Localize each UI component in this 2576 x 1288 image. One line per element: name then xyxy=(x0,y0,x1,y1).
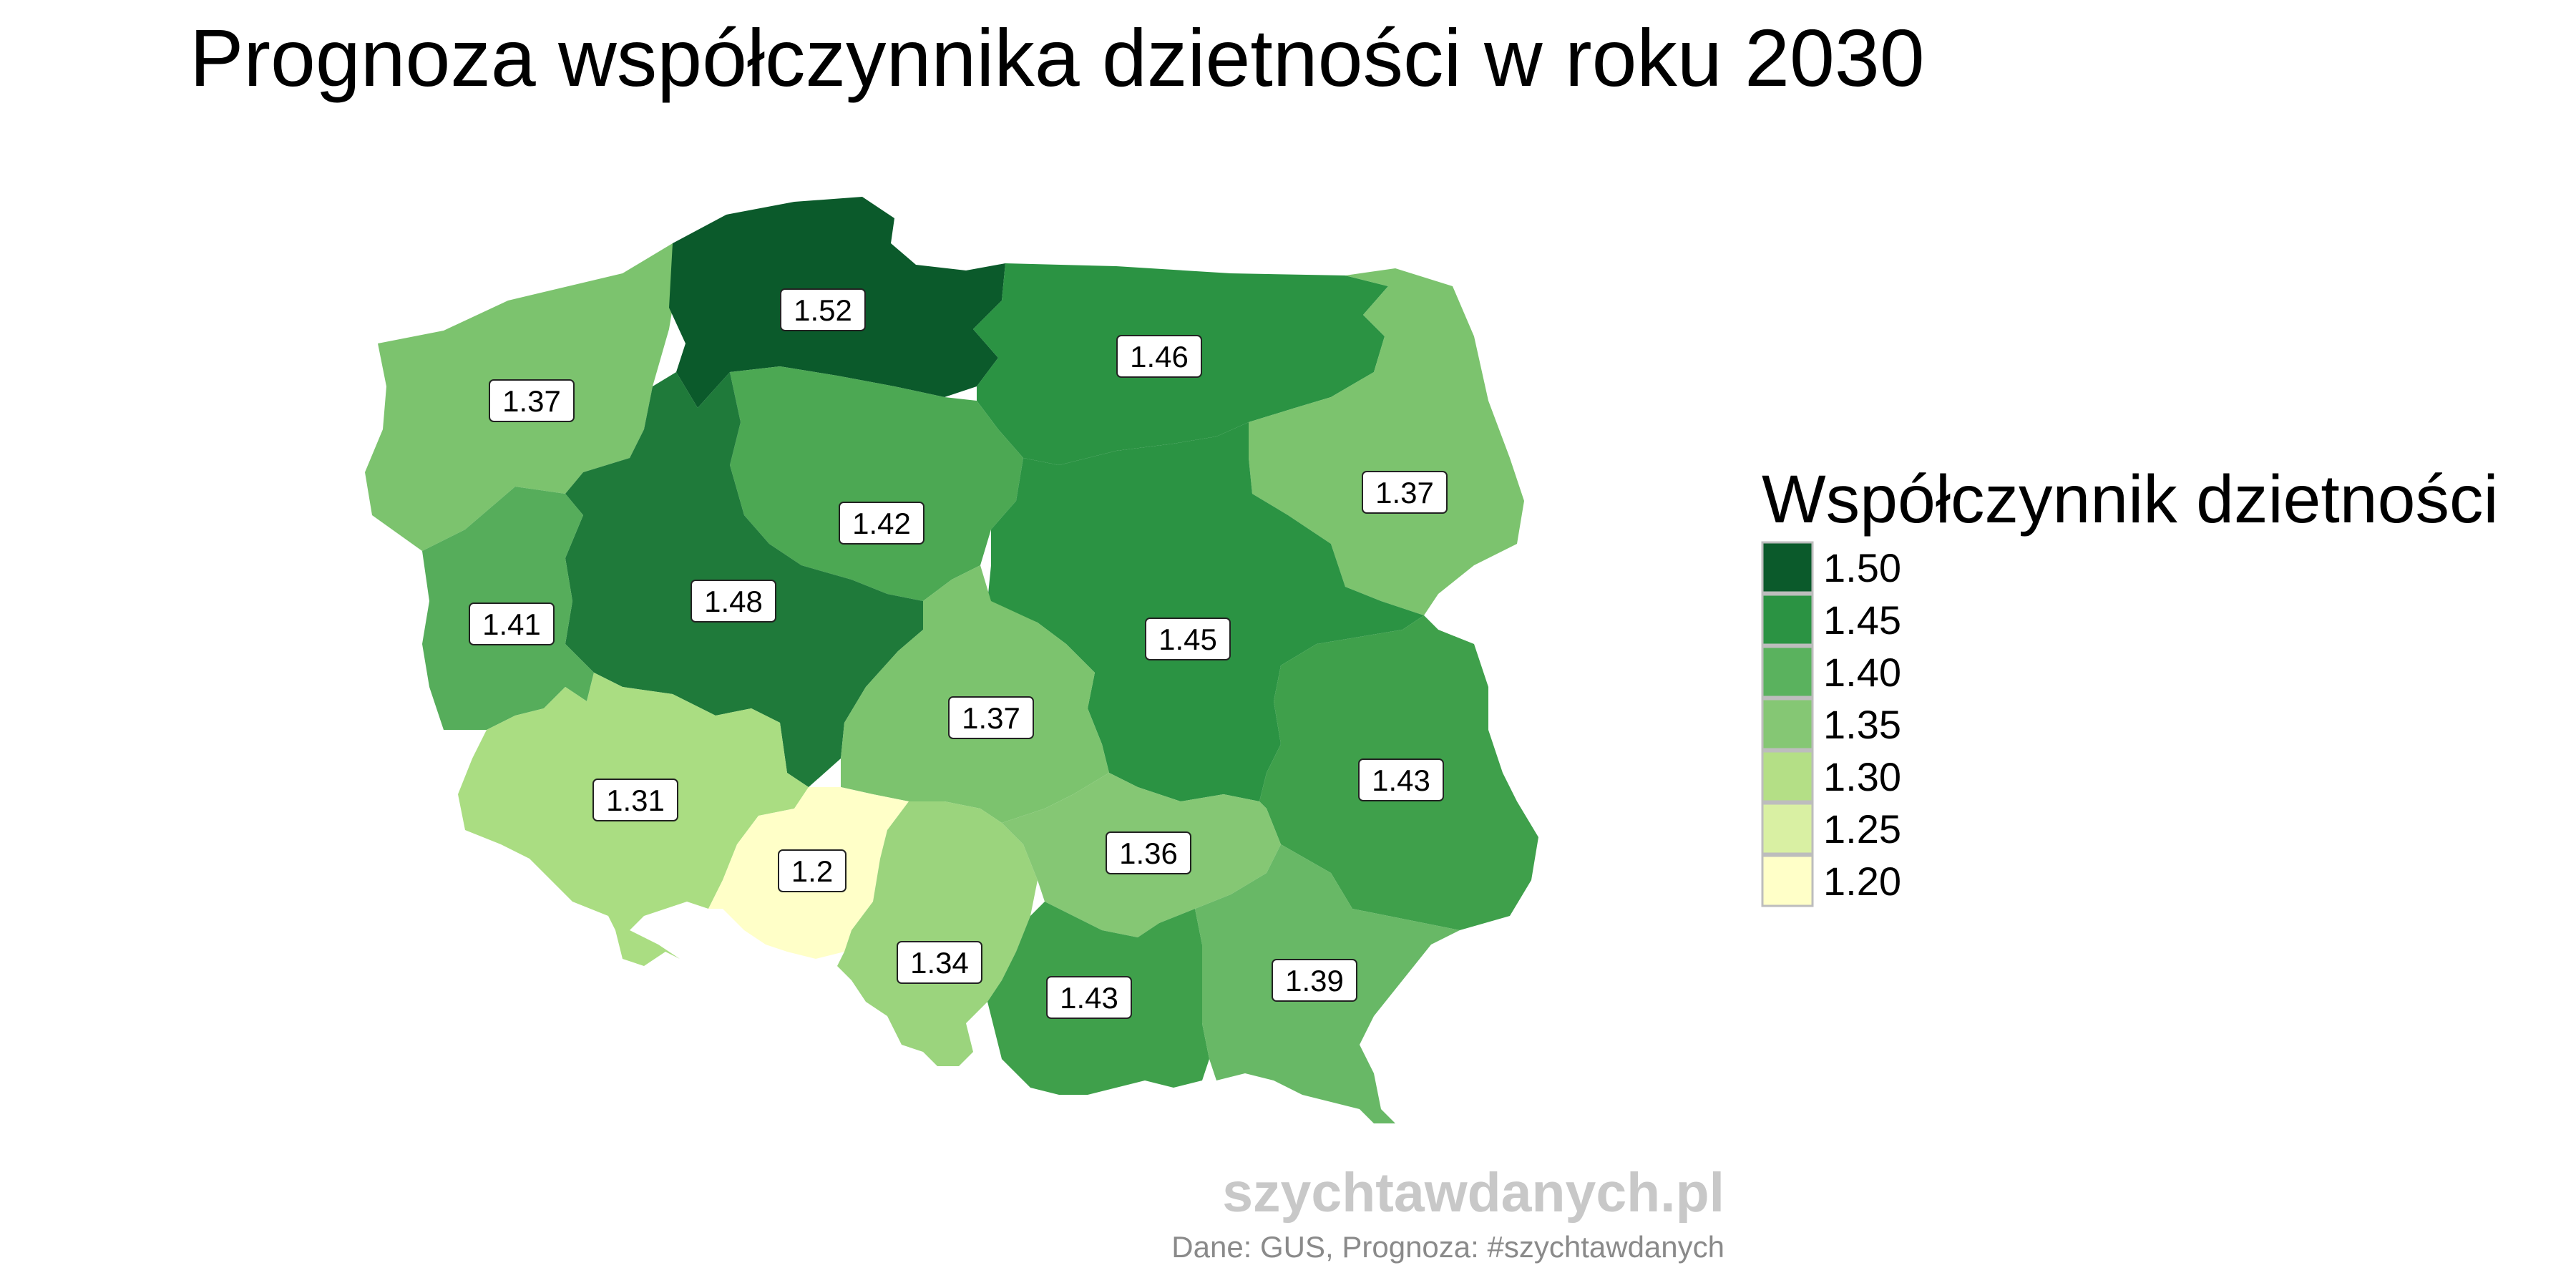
value-label-box xyxy=(1106,831,1191,874)
voivodeship-map xyxy=(365,197,1538,1123)
legend-item: 1.20 xyxy=(1761,854,1901,907)
value-label-podkarpackie: 1.39 xyxy=(1272,959,1357,1002)
value-label-text: 1.52 xyxy=(794,293,852,327)
legend-label: 1.25 xyxy=(1823,806,1901,852)
value-label-box xyxy=(948,696,1034,739)
legend-label: 1.50 xyxy=(1823,545,1901,590)
legend-swatch xyxy=(1761,854,1814,907)
value-label-text: 1.41 xyxy=(482,608,541,641)
value-label-text: 1.31 xyxy=(606,784,665,817)
legend-item: 1.40 xyxy=(1761,645,1901,698)
value-labels: 1.52 1.46 1.37 1.37 1.42 1.48 1.41 1.45 1.37 1.43… xyxy=(469,288,1448,1019)
value-label-box xyxy=(1046,976,1132,1019)
value-label-box xyxy=(1358,758,1444,801)
value-label-text: 1.36 xyxy=(1119,836,1178,870)
value-label-text: 1.43 xyxy=(1060,981,1118,1015)
legend-swatch xyxy=(1761,541,1814,594)
value-label-wielkopolskie: 1.48 xyxy=(691,580,776,623)
value-label-text: 1.43 xyxy=(1372,763,1430,797)
value-label-box xyxy=(1272,959,1357,1002)
value-label-opolskie: 1.2 xyxy=(778,849,847,892)
legend-swatch xyxy=(1761,645,1814,698)
legend-label: 1.20 xyxy=(1823,859,1901,904)
legend-label: 1.40 xyxy=(1823,650,1901,695)
value-label-box xyxy=(592,779,678,821)
legend-swatch xyxy=(1761,698,1814,751)
value-label-text: 1.45 xyxy=(1158,623,1217,656)
legend-item: 1.25 xyxy=(1761,802,1901,855)
value-label-dolnośląskie: 1.31 xyxy=(592,779,678,821)
value-label-text: 1.34 xyxy=(910,946,969,980)
value-label-box xyxy=(1362,471,1448,514)
value-label-lubuskie: 1.41 xyxy=(469,602,555,645)
legend: Współczynnik dzietności 1.50 1.45 1.40 1.35… xyxy=(1761,462,2499,907)
region-slaskie xyxy=(837,801,1038,1066)
value-label-box xyxy=(778,849,847,892)
legend-items: 1.50 1.45 1.40 1.35 1.30 1.25 1.20 xyxy=(1761,541,1901,907)
value-label-warmińsko-mazurskie: 1.46 xyxy=(1116,335,1202,378)
value-label-świętokrzyskie: 1.36 xyxy=(1106,831,1191,874)
value-label-kujawsko-pomorskie: 1.42 xyxy=(839,502,924,545)
legend-swatch xyxy=(1761,750,1814,803)
legend-title: Współczynnik dzietności xyxy=(1762,462,2499,537)
legend-item: 1.50 xyxy=(1761,541,1901,594)
legend-label: 1.45 xyxy=(1823,597,1901,643)
watermark: szychtawdanych.pl xyxy=(1222,1162,1724,1224)
legend-item: 1.35 xyxy=(1761,698,1901,751)
value-label-podlaskie: 1.37 xyxy=(1362,471,1448,514)
value-label-box xyxy=(1145,618,1231,660)
legend-swatch xyxy=(1761,802,1814,855)
map-title: Prognoza współczynnika dzietności w roku… xyxy=(190,13,1925,103)
value-label-text: 1.39 xyxy=(1285,964,1344,997)
value-label-text: 1.48 xyxy=(704,585,763,618)
legend-label: 1.30 xyxy=(1823,754,1901,799)
value-label-text: 1.42 xyxy=(852,507,911,540)
value-label-text: 1.37 xyxy=(962,701,1020,735)
value-label-box xyxy=(839,502,924,545)
value-label-text: 1.2 xyxy=(791,854,833,888)
value-label-pomorskie: 1.52 xyxy=(780,288,866,331)
value-label-box xyxy=(469,602,555,645)
value-label-łódzkie: 1.37 xyxy=(948,696,1034,739)
source-note: Dane: GUS, Prognoza: #szychtawdanych xyxy=(1171,1230,1724,1264)
legend-item: 1.30 xyxy=(1761,750,1901,803)
value-label-text: 1.37 xyxy=(502,384,561,418)
value-label-box xyxy=(897,941,982,984)
value-label-śląskie: 1.34 xyxy=(897,941,982,984)
value-label-text: 1.37 xyxy=(1375,476,1434,509)
region-podlaskie xyxy=(1249,268,1524,615)
region-lodzkie xyxy=(841,565,1109,823)
value-label-zachodniopomorskie: 1.37 xyxy=(489,379,575,422)
value-label-box xyxy=(489,379,575,422)
value-label-text: 1.46 xyxy=(1130,340,1189,374)
value-label-małopolskie: 1.43 xyxy=(1046,976,1132,1019)
legend-item: 1.45 xyxy=(1761,593,1901,646)
value-label-box xyxy=(691,580,776,623)
legend-label: 1.35 xyxy=(1823,702,1901,747)
value-label-mazowieckie: 1.45 xyxy=(1145,618,1231,660)
value-label-box xyxy=(1116,335,1202,378)
value-label-lubelskie: 1.43 xyxy=(1358,758,1444,801)
value-label-box xyxy=(780,288,866,331)
region-kujawsko-pomorskie xyxy=(730,366,1023,601)
region-mazowieckie xyxy=(987,422,1424,801)
legend-swatch xyxy=(1761,593,1814,646)
